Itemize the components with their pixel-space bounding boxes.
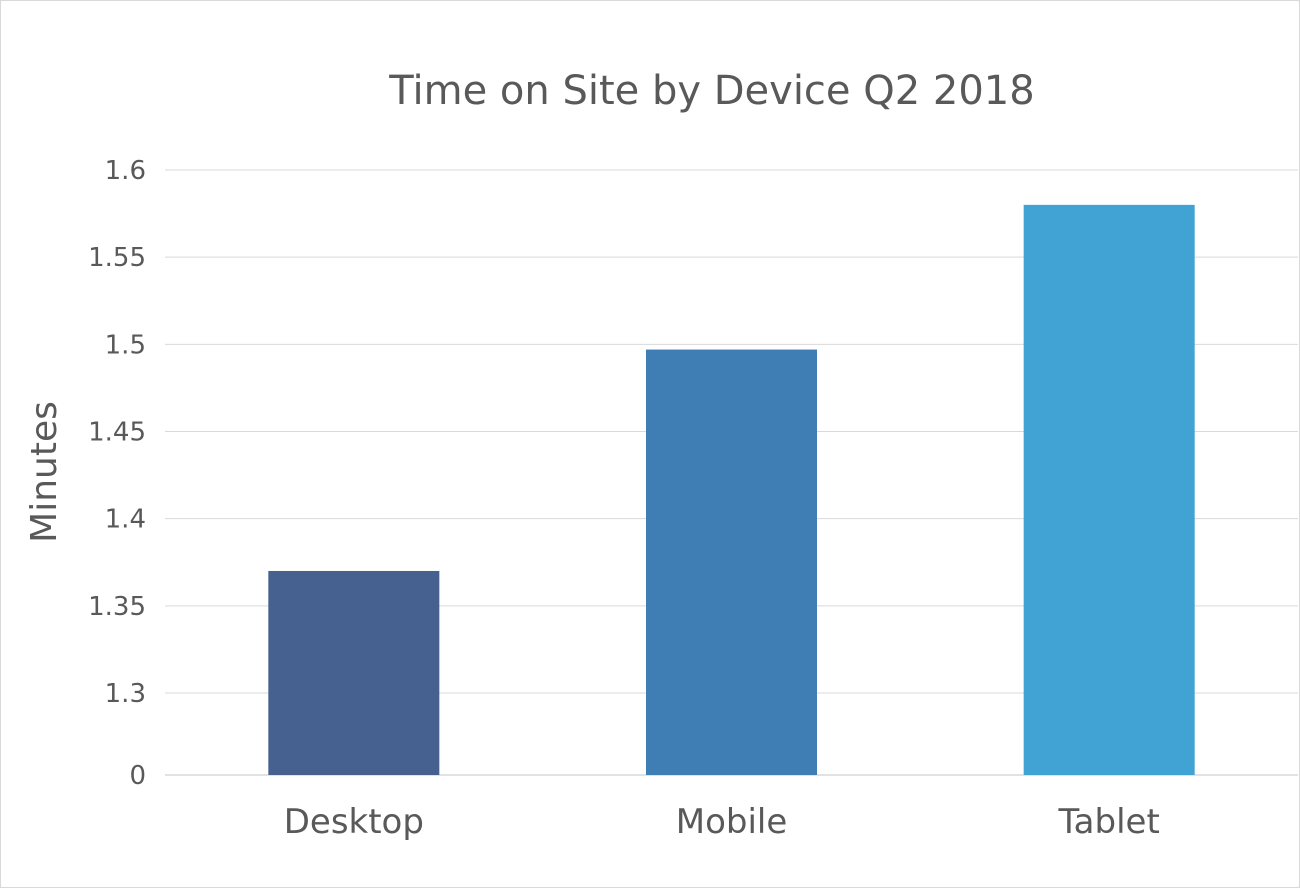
chart-title: Time on Site by Device Q2 2018 [388,68,1034,114]
bar-tablet [1023,204,1195,775]
x-tick-label-desktop: Desktop [284,802,424,842]
y-tick-label: 1.6 [105,156,146,186]
x-tick-label-mobile: Mobile [676,802,788,842]
bar-mobile [646,349,817,775]
bars [268,204,1195,775]
y-tick-label: 1.35 [88,592,146,622]
y-tick-label: 0 [129,761,146,791]
x-axis-labels: Desktop Mobile Tablet [284,802,1160,842]
y-tick-label: 1.4 [105,505,146,535]
y-tick-label: 1.55 [88,243,146,273]
x-tick-label-tablet: Tablet [1058,802,1160,842]
y-tick-label: 1.5 [105,330,146,360]
y-axis-ticks: 0 1.3 1.35 1.4 1.45 1.5 1.55 1.6 [88,156,146,791]
bar-desktop [268,570,440,775]
y-tick-label: 1.3 [105,679,146,709]
y-axis-title: Minutes [24,401,65,543]
y-tick-label: 1.45 [88,418,146,448]
